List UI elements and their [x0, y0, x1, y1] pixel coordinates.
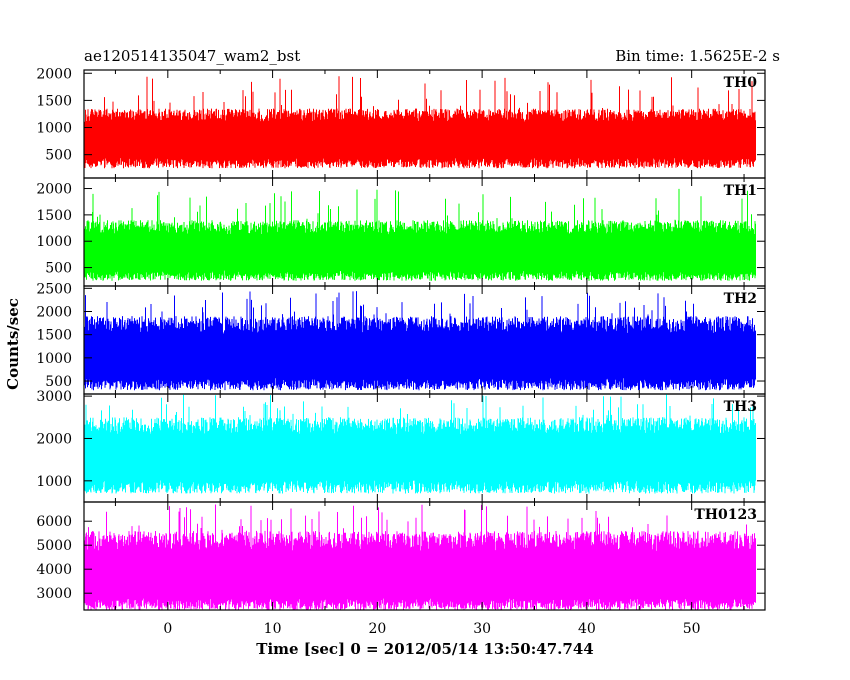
panel-label-th3: TH3: [724, 399, 757, 415]
x-tick-label: 0: [163, 621, 172, 637]
y-tick-label: 2000: [36, 182, 72, 198]
y-tick-label: 1000: [36, 121, 72, 137]
y-tick-label: 500: [45, 261, 72, 277]
x-tick-label: 50: [683, 621, 701, 637]
panel-frame: [83, 501, 766, 611]
y-tick-label: 500: [45, 148, 72, 164]
y-tick-label: 1000: [36, 351, 72, 367]
y-tick-label: 4000: [36, 562, 72, 578]
panel-th0: 500 1000 1500 2000 TH0: [36, 66, 766, 179]
data-trace-th2: [84, 291, 756, 391]
data-trace-th0: [84, 76, 756, 169]
y-tick-label: 1500: [36, 93, 72, 109]
y-tick-label: 2000: [36, 304, 72, 320]
y-tick-label: 2500: [36, 281, 72, 297]
y-tick-label: 3000: [36, 389, 72, 405]
panel-th3: 1000 2000 3000 TH3: [36, 389, 766, 503]
panel-label-th0123: TH0123: [694, 507, 757, 523]
panel-label-th0: TH0: [724, 75, 758, 91]
panel-label-th1: TH1: [724, 183, 757, 199]
y-tick-label: 1000: [36, 234, 72, 250]
x-tick-label: 40: [578, 621, 596, 637]
y-tick-label: 5000: [36, 538, 72, 554]
data-trace-th0123: [84, 504, 756, 610]
plot-header-right: Bin time: 1.5625E-2 s: [615, 47, 780, 65]
panel-th0123: 3000 4000 5000 6000 TH0123: [36, 501, 766, 611]
x-tick-label: 30: [473, 621, 491, 637]
y-tick-label: 1500: [36, 328, 72, 344]
y-tick-label: 1000: [36, 474, 72, 490]
x-axis-label: Time [sec] 0 = 2012/05/14 13:50:47.744: [256, 640, 593, 658]
y-tick-label: 1500: [36, 208, 72, 224]
data-trace-th1: [84, 188, 756, 281]
data-trace-th3: [84, 394, 756, 494]
x-tick-label: 20: [368, 621, 386, 637]
panel-th1: 500 1000 1500 2000 TH1: [36, 177, 766, 287]
panel-th2: 500 1000 1500 2000 2500 TH2: [36, 281, 766, 395]
y-tick-label: 500: [45, 374, 72, 390]
panel-label-th2: TH2: [724, 291, 757, 307]
x-tick-label: 10: [264, 621, 282, 637]
y-axis-label: Counts/sec: [4, 298, 22, 390]
y-tick-label: 2000: [36, 431, 72, 447]
plot-header-left: ae120514135047_wam2_bst: [84, 47, 300, 65]
x-axis: 0 10 20 30 40 50: [163, 621, 700, 637]
y-tick-label: 6000: [36, 514, 72, 530]
y-tick-label: 3000: [36, 586, 72, 602]
y-tick-label: 2000: [36, 66, 72, 82]
